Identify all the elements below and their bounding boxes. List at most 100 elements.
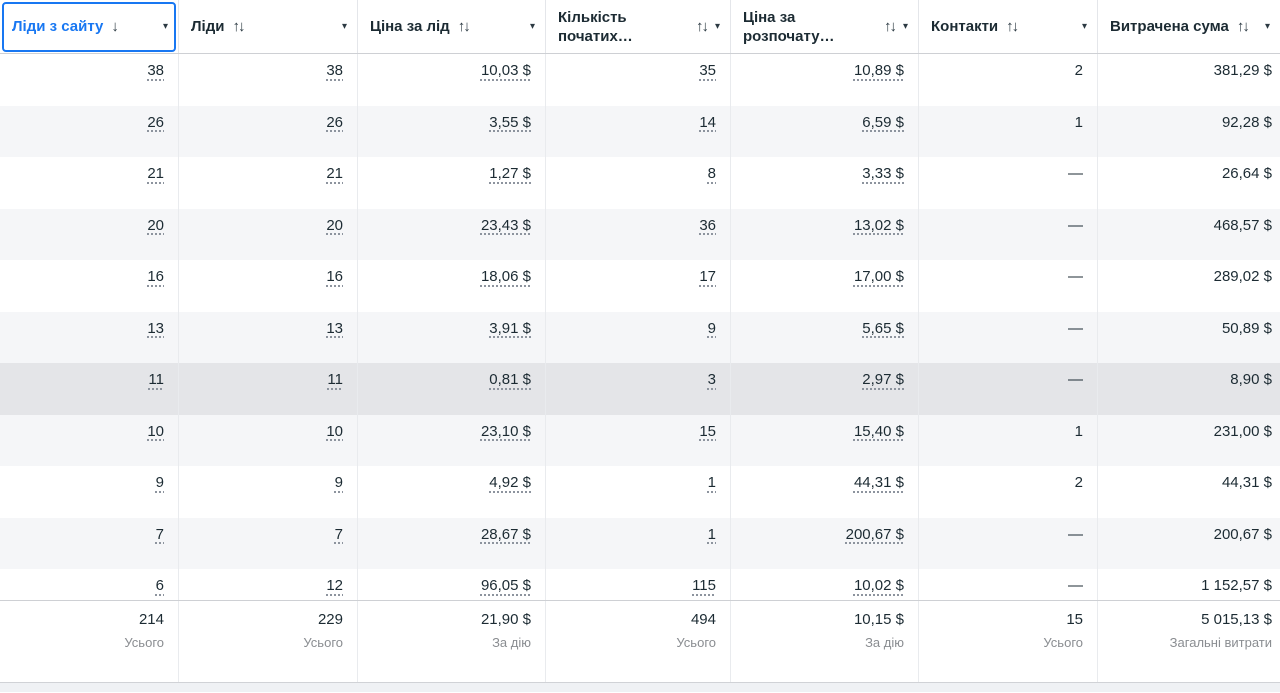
cell-value[interactable]: 200,67 $ [845, 525, 904, 543]
cell-value[interactable]: 16 [326, 268, 343, 285]
column-header-6[interactable]: Контакти ↑↓ ▾ [919, 0, 1098, 53]
table-row[interactable]: 38 38 10,03 $ 35 10,89 $ 2 381,29 $ [0, 54, 1280, 106]
cell-value[interactable]: 1 [707, 525, 716, 543]
cell-value[interactable]: 14 [699, 113, 716, 131]
dropdown-caret-icon[interactable]: ▾ [162, 21, 168, 32]
table-cell: 6 [0, 569, 179, 600]
column-header-4[interactable]: Кількість початих… ↑↓ ▾ [546, 0, 731, 53]
cell-value[interactable]: 36 [699, 216, 716, 234]
dropdown-caret-icon[interactable]: ▾ [1081, 21, 1087, 32]
column-header-1[interactable]: Ліди з сайту ↓ ▾ [0, 0, 179, 53]
cell-value[interactable]: 10 [326, 422, 343, 440]
cell-value[interactable]: 1,27 $ [489, 165, 531, 182]
cell-value[interactable]: 3,55 $ [489, 113, 531, 131]
dropdown-caret-icon[interactable]: ▾ [902, 21, 908, 32]
table-row[interactable]: 20 20 23,43 $ 36 13,02 $ — 468,57 $ [0, 208, 1280, 260]
cell-value[interactable]: 28,67 $ [480, 525, 531, 543]
column-header-label: Ціна за лід [370, 18, 450, 35]
cell-value[interactable]: 3,91 $ [489, 319, 531, 337]
cell-value[interactable]: 5,65 $ [862, 319, 904, 337]
horizontal-scrollbar[interactable] [0, 682, 1280, 692]
cell-value[interactable]: 15 [699, 422, 716, 440]
sort-toggle-icon[interactable]: ↑↓ [1236, 18, 1250, 35]
cell-value: 2 [1074, 474, 1083, 491]
cell-value[interactable]: 10,03 $ [480, 62, 531, 79]
cell-value: — [1068, 577, 1083, 594]
column-header-5[interactable]: Ціна за розпочату… ↑↓ ▾ [731, 0, 919, 53]
cell-value[interactable]: 115 [692, 577, 716, 594]
cell-value[interactable]: 35 [699, 62, 716, 79]
table-row[interactable]: 10 10 23,10 $ 15 15,40 $ 1 231,00 $ [0, 414, 1280, 466]
cell-value[interactable]: 20 [326, 216, 343, 234]
table-row[interactable]: 16 16 18,06 $ 17 17,00 $ — 289,02 $ [0, 260, 1280, 312]
cell-value[interactable]: 15,40 $ [853, 422, 904, 440]
cell-value[interactable]: 38 [326, 62, 343, 79]
cell-value[interactable]: 26 [326, 113, 343, 131]
sort-toggle-icon[interactable]: ↑↓ [883, 18, 897, 35]
cell-value[interactable]: 6,59 $ [862, 113, 904, 131]
cell-value[interactable]: 21 [147, 165, 164, 182]
cell-value[interactable]: 9 [707, 319, 716, 337]
table-cell: 0,81 $ [358, 363, 546, 415]
table-row[interactable]: 21 21 1,27 $ 8 3,33 $ — 26,64 $ [0, 157, 1280, 209]
cell-value[interactable]: 23,10 $ [480, 422, 531, 440]
table-row[interactable]: 6 12 96,05 $ 115 10,02 $ — 1 152,57 $ [0, 569, 1280, 600]
cell-value[interactable]: 11 [148, 371, 164, 388]
sort-toggle-icon[interactable]: ↑↓ [1006, 18, 1019, 35]
cell-value[interactable]: 21 [326, 165, 343, 182]
cell-value[interactable]: 26 [147, 113, 164, 131]
cell-value[interactable]: 18,06 $ [480, 268, 531, 285]
cell-value[interactable]: 13,02 $ [853, 216, 904, 234]
table-row[interactable]: 7 7 28,67 $ 1 200,67 $ — 200,67 $ [0, 517, 1280, 569]
cell-value[interactable]: 38 [147, 62, 164, 79]
cell-value[interactable]: 17 [699, 268, 716, 285]
cell-value[interactable]: 96,05 $ [480, 577, 531, 594]
table-cell: 10,89 $ [731, 54, 919, 106]
cell-value[interactable]: 8 [707, 165, 716, 182]
totals-label: За дію [492, 635, 531, 650]
cell-value: 50,89 $ [1221, 319, 1272, 337]
cell-value[interactable]: 9 [334, 474, 343, 491]
dropdown-caret-icon[interactable]: ▾ [529, 21, 535, 32]
table-row[interactable]: 13 13 3,91 $ 9 5,65 $ — 50,89 $ [0, 311, 1280, 363]
totals-cell: 21,90 $ За дію [358, 601, 546, 682]
cell-value[interactable]: 10,02 $ [853, 577, 904, 594]
dropdown-caret-icon[interactable]: ▾ [1264, 21, 1270, 32]
dropdown-caret-icon[interactable]: ▾ [341, 21, 347, 32]
cell-value[interactable]: 10,89 $ [853, 62, 904, 79]
cell-value[interactable]: 17,00 $ [853, 268, 904, 285]
table-row[interactable]: 11 11 0,81 $ 3 2,97 $ — 8,90 $ [0, 363, 1280, 415]
cell-value[interactable]: 7 [334, 525, 343, 543]
cell-value[interactable]: 10 [147, 422, 164, 440]
cell-value[interactable]: 13 [326, 319, 343, 337]
column-header-7[interactable]: Витрачена сума ↑↓ ▾ [1098, 0, 1280, 53]
cell-value[interactable]: 44,31 $ [853, 474, 904, 491]
table-cell: 1 [546, 466, 731, 518]
sort-toggle-icon[interactable]: ↑↓ [232, 18, 245, 35]
cell-value[interactable]: 23,43 $ [480, 216, 531, 234]
table-row[interactable]: 26 26 3,55 $ 14 6,59 $ 1 92,28 $ [0, 105, 1280, 157]
cell-value[interactable]: 11 [327, 371, 343, 388]
column-header-2[interactable]: Ліди ↑↓ ▾ [179, 0, 358, 53]
cell-value[interactable]: 3,33 $ [862, 165, 904, 182]
cell-value[interactable]: 1 [707, 474, 716, 491]
cell-value[interactable]: 0,81 $ [489, 371, 531, 388]
cell-value: 92,28 $ [1221, 113, 1272, 131]
cell-value[interactable]: 12 [326, 577, 343, 594]
cell-value: 289,02 $ [1213, 268, 1272, 285]
cell-value[interactable]: 4,92 $ [489, 474, 531, 491]
cell-value[interactable]: 6 [155, 577, 164, 594]
cell-value[interactable]: 9 [155, 474, 164, 491]
cell-value[interactable]: 2,97 $ [862, 371, 904, 388]
table-row[interactable]: 9 9 4,92 $ 1 44,31 $ 2 44,31 $ [0, 466, 1280, 518]
cell-value[interactable]: 3 [707, 371, 716, 388]
cell-value[interactable]: 13 [147, 319, 164, 337]
cell-value[interactable]: 20 [147, 216, 164, 234]
dropdown-caret-icon[interactable]: ▾ [714, 21, 720, 32]
sort-descending-icon[interactable]: ↓ [111, 18, 118, 35]
column-header-3[interactable]: Ціна за лід ↑↓ ▾ [358, 0, 546, 53]
sort-toggle-icon[interactable]: ↑↓ [695, 18, 709, 35]
cell-value[interactable]: 7 [155, 525, 164, 543]
sort-toggle-icon[interactable]: ↑↓ [457, 18, 471, 35]
cell-value[interactable]: 16 [147, 268, 164, 285]
